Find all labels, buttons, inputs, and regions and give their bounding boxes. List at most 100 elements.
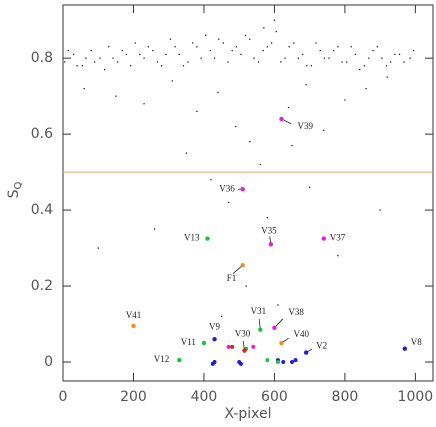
data-point: [209, 49, 211, 52]
colored-point: [290, 360, 295, 365]
data-point: [350, 46, 352, 48]
data-point: [182, 65, 185, 67]
data-point: [174, 46, 176, 48]
variable-label: V41: [126, 310, 142, 320]
variable-point: [272, 325, 277, 331]
y-tick-label: 0.6: [31, 126, 53, 142]
data-point: [85, 57, 87, 59]
data-point: [328, 57, 330, 59]
data-point: [235, 46, 237, 48]
data-point: [213, 57, 216, 59]
data-point: [277, 304, 279, 306]
data-point: [253, 57, 255, 59]
variable-point: [279, 116, 284, 122]
data-point: [134, 42, 136, 44]
data-point: [108, 46, 110, 48]
data-point: [302, 53, 304, 55]
variable-point: [177, 357, 182, 363]
data-point: [130, 65, 132, 67]
data-point: [333, 49, 335, 52]
variable-point: [268, 242, 274, 247]
data-point: [363, 65, 365, 67]
y-tick-label: 0.8: [31, 50, 53, 66]
variable-point: [240, 187, 245, 192]
data-point: [117, 61, 119, 63]
data-point: [196, 46, 198, 48]
y-axis-label: SQ: [6, 181, 24, 198]
data-point: [344, 99, 346, 101]
data-point: [306, 65, 308, 67]
variable-label: V9: [209, 321, 220, 331]
data-point: [273, 19, 276, 21]
data-point: [323, 57, 326, 59]
data-point: [309, 186, 311, 188]
data-point: [266, 46, 268, 48]
variable-point: [205, 236, 210, 241]
data-point: [249, 38, 251, 40]
data-point: [165, 53, 167, 55]
data-point: [288, 46, 290, 48]
data-point: [178, 53, 180, 55]
variable-point: [242, 348, 247, 353]
data-point: [99, 57, 101, 59]
variable-label: V30: [235, 329, 251, 339]
colored-point: [251, 344, 256, 349]
data-point: [152, 49, 154, 52]
variable-point: [303, 350, 309, 355]
x-tick-label: 800: [332, 389, 359, 405]
data-point: [323, 129, 325, 131]
data-point: [403, 61, 405, 63]
data-point: [354, 53, 357, 55]
data-point: [244, 34, 247, 36]
variable-label: V2: [316, 341, 327, 351]
y-tick-label: 0.2: [31, 278, 53, 294]
data-point: [156, 61, 159, 63]
data-point: [409, 57, 411, 59]
data-point: [222, 42, 224, 44]
data-point: [231, 49, 233, 52]
data-point: [337, 255, 339, 257]
data-point: [386, 76, 388, 78]
data-point: [291, 144, 293, 147]
data-point: [275, 30, 277, 33]
y-tick-label: 0: [44, 354, 53, 370]
data-point: [341, 61, 343, 63]
data-point: [249, 141, 251, 143]
colored-point: [210, 361, 215, 366]
data-point: [147, 46, 149, 48]
data-point: [365, 87, 367, 90]
colored-point: [238, 361, 243, 366]
data-point: [97, 247, 99, 249]
variable-label: V8: [411, 337, 422, 347]
variable-point: [402, 346, 408, 351]
variable-point: [321, 236, 326, 241]
data-point: [315, 42, 317, 44]
data-point: [67, 49, 69, 52]
data-point: [359, 68, 361, 71]
data-point: [394, 53, 396, 55]
data-point: [372, 49, 374, 52]
data-point: [284, 57, 286, 59]
data-point: [240, 53, 242, 55]
data-point: [319, 49, 321, 52]
data-point: [143, 57, 145, 59]
variable-label: V31: [251, 306, 267, 316]
x-tick-label: 1000: [398, 389, 434, 405]
data-point: [310, 65, 313, 67]
data-point: [72, 53, 75, 55]
variable-point: [201, 340, 207, 346]
data-point: [385, 65, 388, 67]
data-point: [235, 125, 237, 128]
data-point: [271, 42, 273, 44]
colored-point: [230, 344, 235, 349]
data-point: [368, 57, 370, 59]
data-point: [259, 163, 261, 166]
data-point: [187, 61, 189, 63]
data-point: [143, 103, 145, 105]
colored-point: [281, 360, 286, 365]
variable-label: V35: [261, 225, 277, 235]
data-point: [169, 38, 172, 40]
data-point: [346, 61, 348, 63]
data-point: [103, 68, 106, 71]
